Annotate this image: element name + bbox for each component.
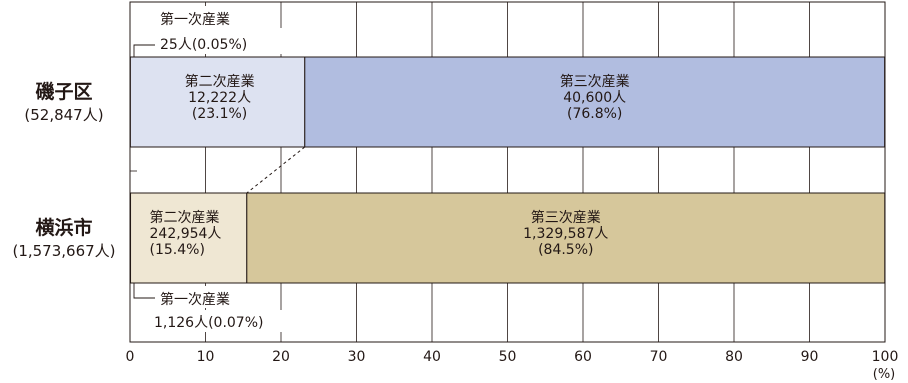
x-tick-label-100: 100 (872, 349, 899, 365)
x-tick-label-50: 50 (499, 349, 517, 365)
x-tick-label-90: 90 (801, 349, 819, 365)
category-name-1: 横浜市 (35, 216, 92, 239)
dashed-connector (246, 146, 306, 194)
callout-bg-0b (156, 28, 282, 54)
segment-label-0-1-0: 第二次産業 (185, 73, 255, 90)
bar-segment-0-1 (129, 56, 306, 148)
bar-segment-1-2 (246, 192, 886, 284)
callout-label-0-0: 第一次産業 (160, 11, 230, 28)
callout-label-0-1: 25人(0.05%) (160, 37, 247, 53)
bars (129, 56, 886, 284)
category-total-1: (1,573,667人) (12, 242, 115, 260)
segment-label-1-1-1: 242,954人 (150, 226, 222, 242)
callout-leader-0 (133, 44, 155, 57)
segment-label-1-1-0: 第二次産業 (150, 209, 220, 226)
callout-label-1-1: 1,126人(0.07%) (154, 315, 263, 331)
segment-label-1-1-2: (15.4%) (150, 242, 205, 258)
x-tick-label-20: 20 (272, 349, 290, 365)
segment-label-0-2-1: 40,600人 (563, 90, 626, 106)
connectors (133, 44, 306, 299)
callout-bg-1b (152, 310, 294, 332)
labels: 第二次産業12,222人(23.1%)第三次産業40,600人(76.8%)磯子… (12, 6, 630, 332)
x-tick-label-30: 30 (348, 349, 366, 365)
callout-bg-1 (156, 286, 242, 308)
callout-label-1-0: 第一次産業 (160, 291, 230, 308)
category-total-0: (52,847人) (24, 106, 103, 124)
x-unit-label: (%) (873, 367, 896, 382)
segment-label-1-2-0: 第三次産業 (531, 209, 601, 226)
x-tick-label-60: 60 (574, 349, 592, 365)
segment-label-1-2-2: (84.5%) (538, 242, 593, 258)
segment-label-0-1-1: 12,222人 (188, 90, 251, 106)
segment-label-1-2-1: 1,329,587人 (523, 226, 608, 242)
x-tick-label-80: 80 (725, 349, 743, 365)
segment-label-0-2-0: 第三次産業 (560, 73, 630, 90)
x-tick-label-0: 0 (126, 349, 135, 365)
x-tick-label-70: 70 (650, 349, 668, 365)
callout-leader-1 (133, 283, 155, 299)
bar-segment-1-1 (130, 192, 248, 284)
x-axis: 0 10 20 30 40 50 60 70 80 90 100 (%) (126, 349, 899, 382)
bar-segment-0-2 (304, 56, 886, 148)
x-tick-label-40: 40 (423, 349, 441, 365)
segment-label-0-2-2: (76.8%) (567, 106, 622, 122)
category-name-0: 磯子区 (35, 80, 92, 103)
x-tick-label-10: 10 (197, 349, 215, 365)
segment-label-0-1-2: (23.1%) (192, 106, 247, 122)
